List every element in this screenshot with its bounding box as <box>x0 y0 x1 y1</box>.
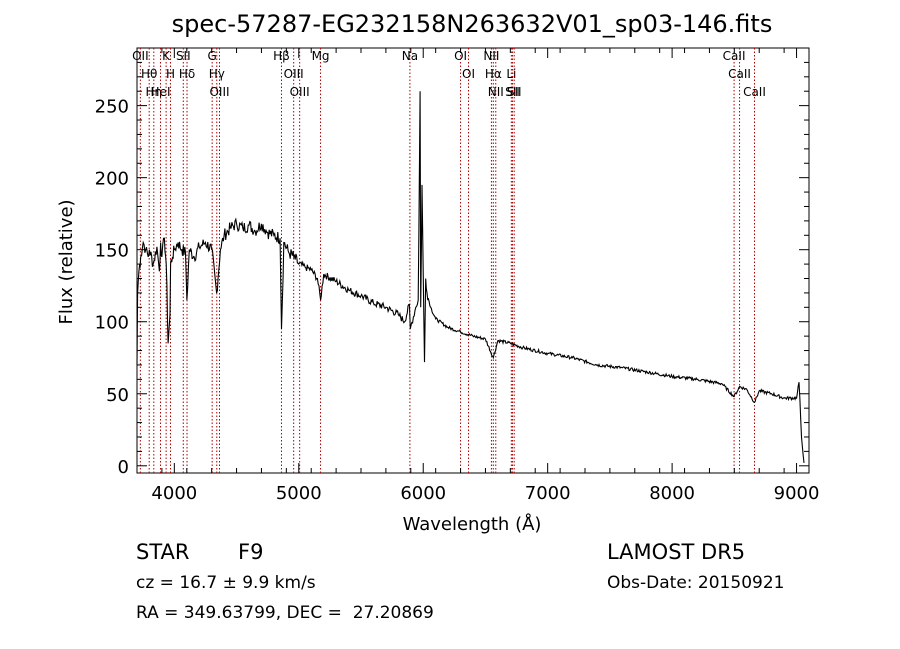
y-axis-label: Flux (relative) <box>56 199 77 324</box>
coordinates: RA = 349.63799, DEC = 27.20869 <box>136 603 434 623</box>
spectral-line-label: OIII <box>209 85 229 99</box>
x-tick-label: 5000 <box>276 483 322 504</box>
spectral-line-label: H <box>166 67 175 81</box>
survey-name: LAMOST DR5 <box>607 540 746 564</box>
spectral-line-label: SII <box>505 85 520 99</box>
y-tick-label: 0 <box>118 457 129 478</box>
spectral-line-label: OIII <box>284 67 304 81</box>
spectral-line-label: OIII <box>290 85 310 99</box>
spectral-line-label: Na <box>402 49 418 63</box>
spectral-line-label: Hα <box>485 67 502 81</box>
spectral-line-label: Hγ <box>209 67 225 81</box>
spectral-line-label: SII <box>507 85 522 99</box>
y-tick-label: 150 <box>95 241 129 262</box>
spectral-line-label: Mg <box>312 49 330 63</box>
spectral-line-label: Hδ <box>179 67 195 81</box>
spectral-line-label: K <box>162 49 171 63</box>
x-tick-label: 4000 <box>151 483 197 504</box>
x-tick-label: 8000 <box>649 483 695 504</box>
object-subclass: F9 <box>238 540 264 564</box>
spectral-line-label: CaII <box>728 67 751 81</box>
spectral-line-label: NII <box>488 85 504 99</box>
spectral-line-label: SII <box>176 49 191 63</box>
spectral-line-label: Hη <box>145 85 162 99</box>
spectral-line-label: OI <box>462 67 475 81</box>
x-tick-label: 9000 <box>774 483 820 504</box>
y-tick-label: 250 <box>95 97 129 118</box>
spectral-line-label: Hθ <box>141 67 157 81</box>
spectral-line-label: OII <box>132 49 149 63</box>
spectral-line-label: Hβ <box>273 49 290 63</box>
x-axis-label: Wavelength (Å) <box>403 513 542 535</box>
x-tick-label: 6000 <box>400 483 446 504</box>
spectral-line-label: Li <box>506 67 516 81</box>
y-tick-label: 200 <box>95 169 129 190</box>
object-class: STAR <box>136 540 190 564</box>
obs-date: Obs-Date: 20150921 <box>607 573 785 593</box>
axes: 4000 5000 6000 7000 8000 9000 0 50 100 150 200 250 <box>95 48 820 504</box>
plot-frame <box>136 47 810 474</box>
spectral-line-label: OI <box>454 49 467 63</box>
chart-title: spec-57287-EG232158N263632V01_sp03-146.f… <box>172 10 773 38</box>
redshift-info: cz = 16.7 ± 9.9 km/s <box>136 573 316 593</box>
x-tick-label: 7000 <box>525 483 571 504</box>
spectral-line-label: CaII <box>743 85 766 99</box>
spectral-line-label: HeI <box>151 85 171 99</box>
y-tick-label: 100 <box>95 313 129 334</box>
spectral-line-label: G <box>208 49 217 63</box>
spectrum-line <box>136 91 805 463</box>
y-tick-label: 50 <box>106 385 129 406</box>
